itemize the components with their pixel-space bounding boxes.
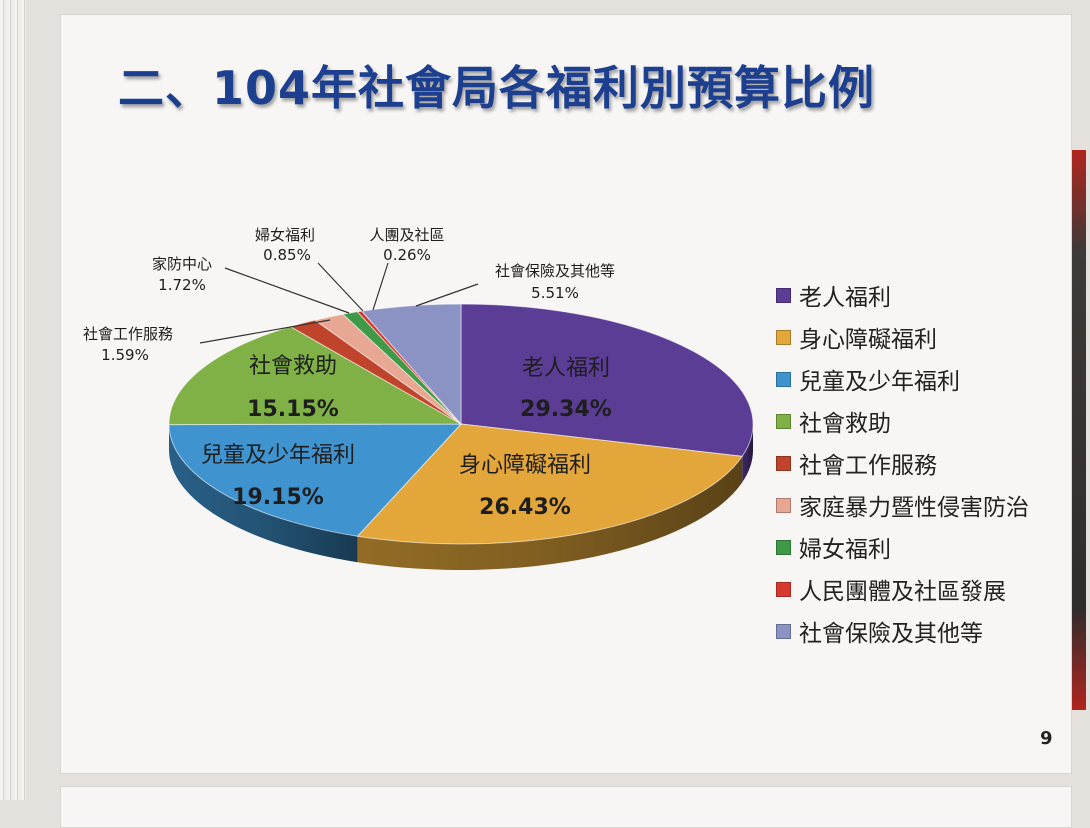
slice-4-label: 社會工作服務 — [83, 325, 173, 343]
page-number: 9 — [1040, 728, 1053, 749]
legend-label: 兒童及少年福利 — [799, 362, 960, 396]
legend-label: 人民團體及社區發展 — [799, 572, 1006, 606]
legend-label: 社會工作服務 — [799, 446, 937, 480]
slice-8-leader-line — [416, 284, 478, 306]
slice-3-label: 社會救助 — [249, 354, 337, 379]
legend: 老人福利身心障礙福利兒童及少年福利社會救助社會工作服務家庭暴力暨性侵害防治婦女福… — [776, 274, 1029, 652]
legend-label: 老人福利 — [799, 278, 891, 312]
legend-item-0: 老人福利 — [776, 274, 1029, 316]
legend-item-6: 婦女福利 — [776, 526, 1029, 568]
legend-item-4: 社會工作服務 — [776, 442, 1029, 484]
legend-swatch — [776, 288, 791, 303]
legend-label: 身心障礙福利 — [799, 320, 937, 354]
slice-4-value: 1.59% — [101, 346, 149, 364]
slice-7-label: 人團及社區 — [369, 226, 444, 244]
legend-item-7: 人民團體及社區發展 — [776, 568, 1029, 610]
slice-7-value: 0.26% — [383, 246, 431, 264]
slice-8-value: 5.51% — [531, 284, 579, 302]
slice-5-label: 家防中心 — [152, 255, 212, 273]
slice-5-value: 1.72% — [158, 276, 206, 294]
legend-swatch — [776, 582, 791, 597]
legend-swatch — [776, 414, 791, 429]
slice-2-value: 19.15% — [232, 485, 324, 510]
legend-swatch — [776, 456, 791, 471]
slice-0-value: 29.34% — [520, 397, 612, 422]
legend-swatch — [776, 330, 791, 345]
legend-item-3: 社會救助 — [776, 400, 1029, 442]
legend-item-2: 兒童及少年福利 — [776, 358, 1029, 400]
legend-item-5: 家庭暴力暨性侵害防治 — [776, 484, 1029, 526]
slice-6-label: 婦女福利 — [255, 226, 315, 244]
slice-1-label: 身心障礙福利 — [459, 453, 591, 478]
slice-2-label: 兒童及少年福利 — [201, 443, 355, 468]
legend-swatch — [776, 372, 791, 387]
legend-label: 社會保險及其他等 — [799, 614, 983, 648]
slice-6-value: 0.85% — [263, 246, 311, 264]
legend-label: 社會救助 — [799, 404, 891, 438]
legend-label: 家庭暴力暨性侵害防治 — [799, 488, 1029, 522]
legend-swatch — [776, 540, 791, 555]
slice-7-leader-line — [373, 263, 388, 310]
legend-item-1: 身心障礙福利 — [776, 316, 1029, 358]
legend-swatch — [776, 624, 791, 639]
slice-1-value: 26.43% — [479, 495, 571, 520]
slice-5-leader-line — [225, 268, 349, 313]
slice-0-label: 老人福利 — [522, 356, 610, 381]
legend-swatch — [776, 498, 791, 513]
legend-label: 婦女福利 — [799, 530, 891, 564]
slice-3-value: 15.15% — [247, 397, 339, 422]
slice-8-label: 社會保險及其他等 — [495, 262, 615, 280]
legend-item-8: 社會保險及其他等 — [776, 610, 1029, 652]
